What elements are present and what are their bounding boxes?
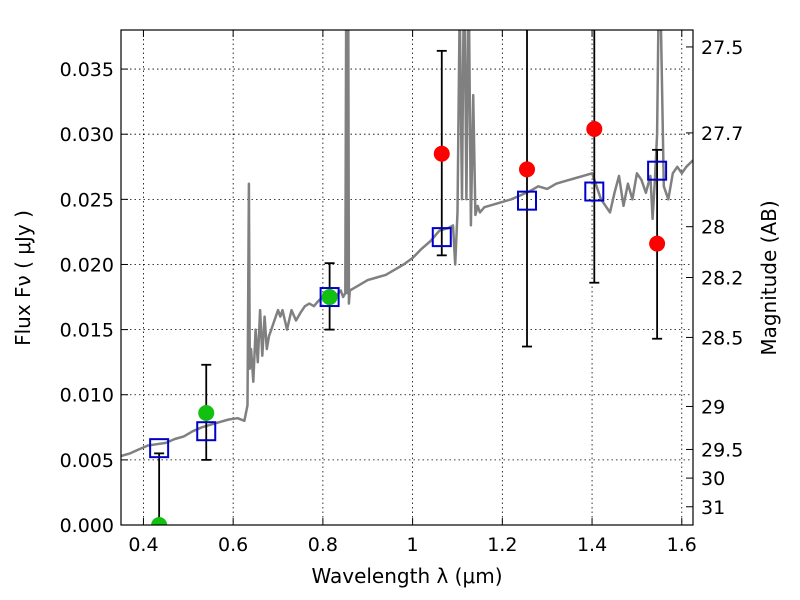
y-tick-label: 0.030 (60, 124, 114, 146)
x-tick-label: 0.6 (218, 534, 248, 556)
y2-tick-label: 29 (701, 396, 725, 418)
y2-tick-label: 29.5 (701, 439, 743, 461)
detection-point (198, 404, 215, 421)
y-tick-label: 0.015 (60, 320, 114, 342)
detection-point (321, 289, 338, 306)
x-axis-label: Wavelength λ (μm) (311, 564, 502, 588)
y-tick-label: 0.010 (60, 385, 114, 407)
template-point (196, 421, 217, 442)
template-point (647, 160, 668, 181)
x-tick-label: 1.6 (667, 534, 697, 556)
y2-axis-label: Magnitude (AB) (757, 200, 781, 355)
plot-area (121, 30, 693, 525)
template-point (149, 438, 170, 459)
y2-tick-label: 28 (701, 217, 725, 239)
detection-point (151, 517, 168, 525)
template-point (319, 287, 340, 308)
y2-tick-label: 31 (701, 497, 725, 519)
upper-limit-point (433, 145, 450, 162)
ticks: 0.4 0.6 0.8 1 1.2 1.4 1.6 0.000 0.005 0.010 0.015 0… (60, 30, 743, 556)
upper-limit-point (586, 121, 603, 137)
x-tick-label: 1.2 (487, 534, 517, 556)
grid (121, 30, 693, 526)
y-tick-label: 0.025 (60, 189, 114, 211)
x-tick-label: 0.8 (308, 534, 338, 556)
template-point (517, 190, 538, 211)
y2-tick-label: 27.7 (701, 123, 743, 145)
x-tick-label: 1 (407, 534, 419, 556)
y-axis-label: Flux Fν ( μJy ) (11, 210, 35, 346)
template-point (431, 227, 452, 248)
y-tick-label: 0.005 (60, 450, 114, 472)
y2-tick-label: 28.2 (701, 268, 743, 290)
y2-tick-label: 30 (701, 468, 725, 490)
model-spectrum-line (121, 30, 693, 458)
template-point (584, 181, 605, 202)
x-tick-label: 1.4 (577, 534, 607, 556)
y-tick-label: 0.020 (60, 254, 114, 276)
upper-limit-point (519, 161, 536, 178)
y2-tick-label: 28.5 (701, 327, 743, 349)
x-tick-label: 0.4 (128, 534, 158, 556)
y-tick-label: 0.000 (60, 515, 114, 537)
y-tick-label: 0.035 (60, 59, 114, 81)
y2-tick-label: 27.5 (701, 37, 743, 59)
upper-limit-point (649, 235, 666, 252)
